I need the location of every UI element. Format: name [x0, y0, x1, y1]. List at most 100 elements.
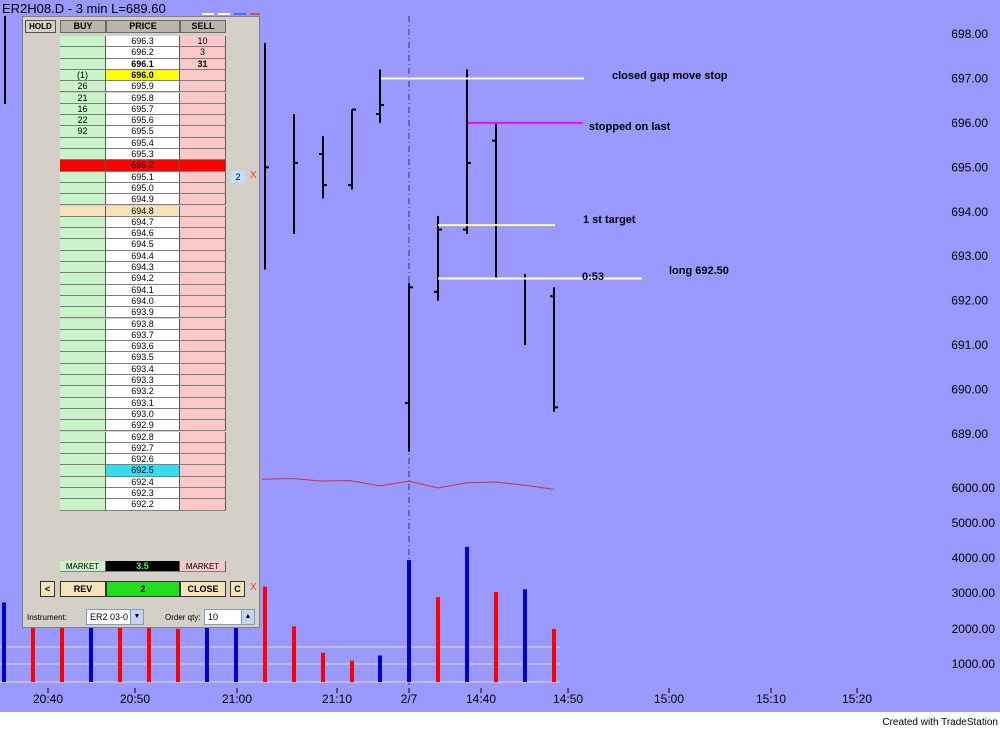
sell-cell[interactable] — [180, 442, 226, 455]
buy-cell[interactable] — [60, 465, 106, 477]
buy-cell[interactable] — [60, 307, 106, 319]
scroll-left-button[interactable]: < — [40, 581, 55, 597]
buy-cell[interactable] — [60, 499, 106, 511]
buy-cell[interactable] — [60, 36, 106, 48]
buy-cell[interactable] — [60, 284, 106, 296]
sell-cell[interactable] — [180, 329, 226, 342]
stepper-icon[interactable]: ▲ — [241, 610, 254, 624]
sell-cell[interactable] — [180, 205, 226, 217]
sell-cell[interactable] — [180, 103, 226, 116]
buy-cell[interactable] — [60, 239, 106, 251]
reverse-button[interactable]: REV — [60, 581, 106, 597]
chevron-down-icon[interactable]: ▼ — [130, 610, 143, 624]
sell-cell[interactable] — [180, 499, 226, 511]
sell-cell[interactable] — [180, 126, 226, 138]
sell-cell[interactable] — [180, 318, 226, 330]
sell-cell[interactable] — [180, 137, 226, 149]
buy-cell[interactable] — [60, 160, 106, 172]
sell-cell[interactable] — [180, 239, 226, 251]
sell-cell[interactable] — [180, 69, 226, 82]
buy-cell[interactable]: 21 — [60, 92, 106, 104]
sell-cell[interactable] — [180, 216, 226, 229]
sell-cell[interactable] — [180, 341, 226, 353]
buy-cell[interactable] — [60, 194, 106, 206]
buy-cell[interactable] — [60, 431, 106, 443]
buy-cell[interactable] — [60, 250, 106, 262]
sell-cell[interactable] — [180, 273, 226, 285]
buy-cell[interactable] — [60, 47, 106, 59]
close-position-button[interactable]: CLOSE — [180, 581, 226, 597]
sell-cell[interactable] — [180, 228, 226, 240]
buy-cell[interactable] — [60, 442, 106, 455]
buy-cell[interactable] — [60, 171, 106, 183]
sell-cell[interactable] — [180, 476, 226, 488]
buy-cell[interactable]: 26 — [60, 81, 106, 93]
sell-cell[interactable] — [180, 262, 226, 274]
buy-cell[interactable] — [60, 488, 106, 500]
cancel-all-x-icon[interactable]: X — [250, 582, 257, 593]
sell-cell[interactable] — [180, 454, 226, 466]
buy-cell[interactable] — [60, 329, 106, 342]
sell-cell[interactable] — [180, 295, 226, 308]
sell-cell[interactable]: 31 — [180, 58, 226, 70]
sell-cell[interactable] — [180, 465, 226, 477]
buy-cell[interactable] — [60, 216, 106, 229]
sell-cell[interactable] — [180, 397, 226, 409]
x-tick-label: 2/7 — [401, 692, 418, 706]
buy-cell[interactable] — [60, 341, 106, 353]
buy-cell[interactable] — [60, 149, 106, 161]
sell-cell[interactable] — [180, 182, 226, 195]
sell-cell[interactable] — [180, 160, 226, 172]
sell-cell[interactable] — [180, 171, 226, 183]
working-order-qty[interactable]: 2 — [231, 171, 245, 183]
sell-cell[interactable] — [180, 352, 226, 364]
sell-cell[interactable] — [180, 81, 226, 93]
buy-cell[interactable]: 16 — [60, 103, 106, 116]
sell-cell[interactable] — [180, 420, 226, 432]
buy-cell[interactable] — [60, 228, 106, 240]
sell-cell[interactable] — [180, 307, 226, 319]
buy-cell[interactable] — [60, 262, 106, 274]
buy-cell[interactable] — [60, 420, 106, 432]
sell-cell[interactable] — [180, 194, 226, 206]
instrument-select[interactable]: ER2 03-0 ▼ — [86, 609, 144, 625]
buy-cell[interactable] — [60, 476, 106, 488]
sell-cell[interactable] — [180, 408, 226, 421]
buy-cell[interactable] — [60, 408, 106, 421]
buy-cell[interactable] — [60, 375, 106, 387]
sell-cell[interactable] — [180, 375, 226, 387]
buy-cell[interactable] — [60, 454, 106, 466]
buy-cell[interactable] — [60, 182, 106, 195]
buy-cell[interactable] — [60, 352, 106, 364]
market-buy-button[interactable]: MARKET — [60, 561, 106, 573]
sell-cell[interactable] — [180, 386, 226, 398]
sell-cell[interactable] — [180, 284, 226, 296]
sell-cell[interactable] — [180, 363, 226, 375]
buy-cell[interactable] — [60, 205, 106, 217]
buy-cell[interactable] — [60, 386, 106, 398]
hold-button[interactable]: HOLD — [25, 20, 56, 33]
sell-cell[interactable] — [180, 431, 226, 443]
market-sell-button[interactable]: MARKET — [180, 561, 226, 573]
buy-cell[interactable]: 22 — [60, 115, 106, 127]
buy-cell[interactable] — [60, 295, 106, 308]
sell-cell[interactable] — [180, 115, 226, 127]
buy-cell[interactable]: (1) — [60, 69, 106, 82]
ladder-row: 16 695.7 — [60, 103, 226, 116]
buy-cell[interactable] — [60, 318, 106, 330]
buy-cell[interactable] — [60, 273, 106, 285]
sell-cell[interactable] — [180, 488, 226, 500]
sell-cell[interactable] — [180, 250, 226, 262]
sell-cell[interactable] — [180, 149, 226, 161]
sell-cell[interactable]: 10 — [180, 36, 226, 48]
buy-cell[interactable] — [60, 137, 106, 149]
cancel-order-x-icon[interactable]: X — [250, 170, 257, 181]
buy-cell[interactable]: 92 — [60, 126, 106, 138]
order-qty-input[interactable]: 10 ▲ — [204, 609, 255, 625]
buy-cell[interactable] — [60, 58, 106, 70]
cancel-all-button[interactable]: C — [230, 581, 245, 597]
buy-cell[interactable] — [60, 397, 106, 409]
sell-cell[interactable]: 3 — [180, 47, 226, 59]
buy-cell[interactable] — [60, 363, 106, 375]
sell-cell[interactable] — [180, 92, 226, 104]
